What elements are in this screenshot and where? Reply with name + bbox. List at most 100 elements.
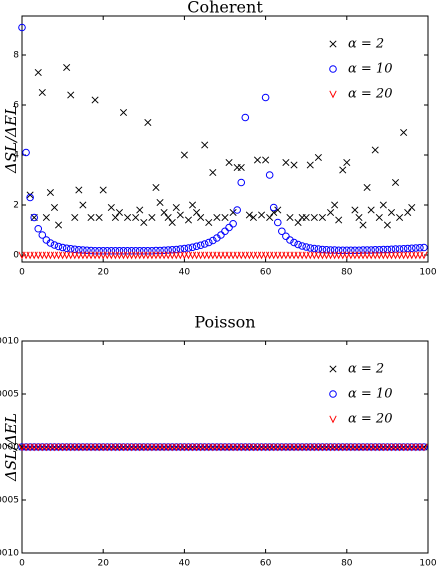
x-tick-label: 80: [341, 268, 353, 278]
marker: [225, 158, 233, 167]
marker: [404, 208, 412, 217]
marker: [229, 219, 237, 228]
marker: [79, 201, 87, 209]
marker: [371, 245, 380, 254]
marker: [274, 206, 282, 214]
marker: [164, 213, 172, 222]
marker: [314, 153, 322, 162]
marker: [197, 213, 205, 222]
marker: [314, 245, 323, 253]
legend-marker: [329, 390, 337, 398]
marker: [164, 246, 172, 254]
y-tick-label: 2: [13, 201, 19, 211]
marker: [387, 208, 396, 217]
marker: [111, 246, 120, 255]
marker: [67, 91, 75, 99]
marker: [355, 213, 363, 222]
marker: [180, 244, 189, 253]
marker: [54, 242, 63, 251]
marker: [338, 246, 347, 255]
marker: [399, 244, 408, 253]
x-tick-label: 100: [419, 559, 436, 569]
legend-marker: [329, 40, 337, 48]
marker: [266, 213, 274, 222]
marker: [91, 96, 99, 104]
marker: [318, 245, 327, 254]
marker: [379, 201, 387, 209]
marker: [160, 208, 168, 217]
marker: [144, 246, 152, 255]
marker: [383, 221, 391, 229]
legend-label: α = 10: [348, 387, 392, 402]
marker: [403, 244, 412, 253]
marker: [391, 178, 400, 187]
y-tick-label: 4: [13, 151, 19, 161]
marker: [387, 245, 396, 254]
marker: [66, 244, 75, 253]
legend-marker: [329, 365, 337, 373]
marker: [253, 156, 262, 164]
marker: [156, 246, 164, 255]
x-tick-label: 80: [341, 559, 353, 569]
marker: [261, 93, 270, 102]
marker: [331, 201, 339, 209]
marker: [99, 246, 107, 255]
marker: [201, 141, 209, 149]
marker: [383, 245, 392, 254]
marker: [351, 206, 359, 214]
marker: [209, 236, 217, 245]
marker: [396, 213, 404, 222]
marker: [257, 211, 266, 219]
marker: [95, 246, 103, 255]
marker: [75, 245, 83, 254]
marker: [229, 208, 237, 217]
marker: [302, 243, 311, 251]
marker: [144, 118, 152, 127]
marker: [326, 246, 335, 254]
marker: [278, 227, 286, 236]
marker: [71, 213, 79, 222]
marker: [34, 224, 43, 233]
marker: [282, 158, 290, 167]
marker: [395, 245, 404, 253]
marker: [217, 231, 225, 239]
marker: [294, 240, 302, 249]
legend-label: α = 20: [348, 412, 392, 427]
marker: [148, 213, 156, 222]
marker: [420, 443, 428, 452]
marker: [99, 186, 107, 194]
marker: [306, 244, 315, 252]
marker: [363, 183, 371, 192]
marker: [119, 246, 128, 255]
marker: [302, 213, 310, 222]
marker: [298, 242, 306, 250]
marker: [330, 246, 339, 254]
marker: [188, 243, 197, 252]
marker: [375, 213, 383, 222]
marker: [213, 213, 221, 222]
marker: [412, 244, 420, 252]
marker: [407, 244, 416, 253]
marker: [290, 161, 298, 169]
marker: [136, 206, 144, 214]
marker: [62, 244, 71, 253]
marker: [42, 213, 50, 222]
marker: [205, 218, 213, 227]
marker: [176, 211, 184, 219]
marker: [391, 245, 400, 253]
marker: [347, 246, 355, 255]
marker: [87, 213, 95, 222]
marker: [30, 213, 38, 222]
y-tick-label: 8: [13, 51, 19, 61]
marker: [290, 238, 298, 247]
x-tick-label: 100: [419, 268, 436, 278]
marker: [294, 218, 302, 227]
marker: [375, 245, 384, 254]
marker: [209, 168, 217, 177]
marker: [241, 113, 250, 122]
marker: [318, 213, 326, 222]
marker: [269, 203, 278, 212]
y-axis-label: ΔSL/ΔEL: [2, 105, 20, 174]
